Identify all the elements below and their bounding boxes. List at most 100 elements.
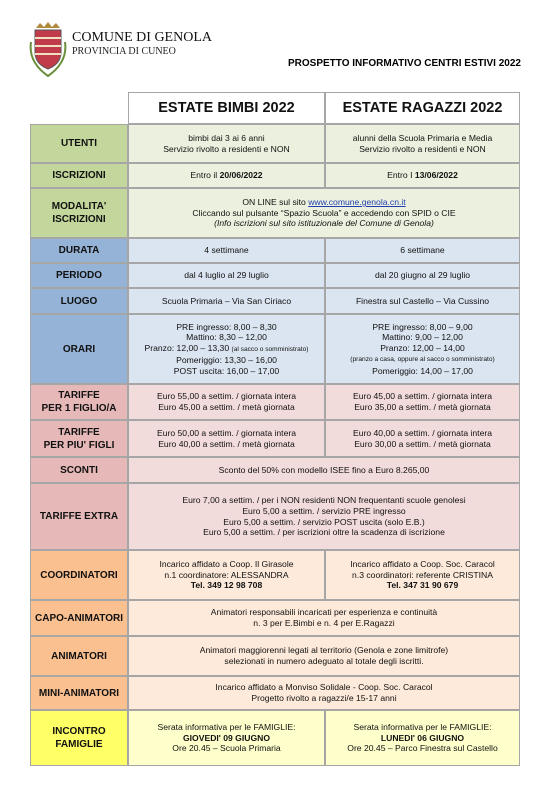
row-label: TARIFFE PER 1 FIGLIO/A (30, 384, 128, 420)
text-run: FAMIGLIE (55, 739, 103, 750)
text-line: TARIFFE (58, 426, 99, 439)
text-run: Serata informativa per le FAMIGLIE: (353, 722, 492, 733)
row-label: ISCRIZIONI (30, 163, 128, 188)
text-line: Euro 55,00 a settim. / giornata intera (157, 391, 296, 402)
text-line: PRE ingresso: 8,00 – 8,30 (176, 322, 276, 333)
text-line: FAMIGLIE (55, 738, 102, 751)
text-run: alunni della Scuola Primaria e Media (352, 132, 493, 143)
text-run: www.comune.genola.cn.it (308, 197, 406, 208)
province: PROVINCIA DI CUNEO (72, 46, 176, 57)
table-cell: Incarico affidato a Coop. Soc. Caracol n.… (325, 550, 520, 600)
table-cell: Sconto del 50% con modello ISEE fino a E… (128, 457, 520, 483)
text-run: POST uscita: 16,00 – 17,00 (173, 365, 280, 376)
text-line: POST uscita: 16,00 – 17,00 (174, 366, 279, 377)
text-line: MINI-ANIMATORI (39, 687, 119, 700)
text-line: n. 3 per E.Bimbi e n. 4 per E.Ragazzi (253, 618, 394, 629)
row-label: TARIFFE EXTRA (30, 483, 128, 550)
text-run: Euro 45,00 a settim. / metà giornata (158, 402, 295, 412)
text-line: 4 settimane (204, 245, 248, 256)
table-cell: Serata informativa per le FAMIGLIE: GIOVE… (128, 710, 325, 766)
text-run: Euro 7,00 a settim. / per i NON resident… (182, 495, 466, 506)
text-line: dal 4 luglio al 29 luglio (184, 270, 269, 281)
text-line: alunni della Scuola Primaria e Media (353, 133, 493, 144)
text-line: n.3 coordinatori: referente CRISTINA (352, 570, 493, 581)
text-line: Euro 45,00 a settim. / giornata intera (353, 391, 492, 402)
text-run: Servizio rivolto a residenti e NON (359, 143, 486, 154)
text-run: n.3 coordinatori: referente CRISTINA (352, 569, 493, 580)
table-cell: Euro 45,00 a settim. / giornata intera Eu… (325, 384, 520, 420)
text-line: Entro il 20/06/2022 (190, 170, 262, 181)
table-cell: Euro 50,00 a settim. / giornata intera Eu… (128, 420, 325, 457)
text-run: TARIFFE EXTRA (39, 511, 119, 522)
text-line: DURATA (59, 244, 100, 257)
text-run: (al sacco o somministrato) (231, 345, 309, 353)
text-run: (Info iscrizioni sul sito istituzionale … (214, 218, 434, 229)
table-cell: ON LINE sul sito www.comune.genola.cn.it… (128, 188, 520, 238)
text-run: Incarico affidato a Monviso Solidale - C… (215, 682, 433, 693)
table-cell: Animatori maggiorenni legati al territor… (128, 636, 520, 676)
text-line: TARIFFE EXTRA (40, 510, 118, 523)
text-run: Animatori responsabili incaricati per es… (210, 607, 438, 618)
text-run: DURATA (58, 245, 100, 256)
text-run: 6 settimane (400, 245, 445, 256)
row-label: ANIMATORI (30, 636, 128, 676)
text-run: Euro 45,00 a settim. / giornata intera (352, 391, 492, 402)
text-line: Servizio rivolto a residenti e NON (359, 144, 486, 155)
text-line: Incarico affidato a Monviso Solidale - C… (215, 682, 432, 693)
document-title: PROSPETTO INFORMATIVO CENTRI ESTIVI 2022 (287, 58, 521, 69)
text-run: UTENTI (60, 138, 98, 149)
text-run: dal 20 giugno al 29 luglio (374, 270, 471, 281)
text-line: ISCRIZIONI (52, 213, 105, 226)
text-line: Pranzo: 12,00 – 13,30 (al sacco o sommin… (145, 343, 309, 356)
text-line: PRE ingresso: 8,00 – 9,00 (372, 322, 472, 333)
text-run: MINI-ANIMATORI (38, 687, 120, 699)
text-line: ORARI (63, 343, 95, 356)
row-label: COORDINATORI (30, 550, 128, 600)
text-run: Cliccando sul pulsante “Spazio Scuola” e… (192, 207, 456, 218)
text-run: PRE ingresso: 8,00 – 9,00 (372, 321, 473, 332)
row-label: MODALITA' ISCRIZIONI (30, 188, 128, 238)
text-run: 4 settimane (204, 245, 249, 256)
text-run: ISCRIZIONI (52, 170, 106, 181)
table-cell: Serata informativa per le FAMIGLIE: LUNED… (325, 710, 520, 766)
text-run: Euro 50,00 a settim. / giornata intera (156, 427, 296, 438)
table-cell: Scuola Primaria – Via San Ciriaco (128, 288, 325, 314)
text-line: Mattino: 9,00 – 12,00 (382, 332, 463, 343)
text-run: selezionati in numero adeguato al totale… (224, 656, 424, 666)
row-label: LUOGO (30, 288, 128, 314)
text-line: Euro 45,00 a settim. / metà giornata (158, 402, 295, 413)
text-line: UTENTI (61, 137, 97, 150)
row-label: MINI-ANIMATORI (30, 676, 128, 710)
row-label: DURATA (30, 238, 128, 263)
text-line: LUNEDI' 06 GIUGNO (381, 733, 464, 744)
text-run: TARIFFE (58, 426, 100, 438)
text-run: ORARI (62, 343, 96, 355)
text-run: ANIMATORI (51, 650, 107, 662)
text-run: Scuola Primaria – Via San Ciriaco (161, 295, 292, 306)
table-cell: Incarico affidato a Monviso Solidale - C… (128, 676, 520, 710)
text-run: LUNEDI' 06 GIUGNO (380, 732, 465, 743)
text-run: Servizio rivolto a residenti e NON (163, 143, 290, 154)
table-cell: Euro 40,00 a settim. / giornata intera Eu… (325, 420, 520, 457)
text-line: (pranzo a casa, oppure al sacco o sommin… (350, 353, 494, 366)
column-header: ESTATE BIMBI 2022 (128, 92, 325, 124)
text-run: PRE ingresso: 8,00 – 8,30 (176, 321, 277, 332)
text-line: Incarico affidato a Coop. Il Girasole (159, 559, 293, 570)
text-run: Incarico affidato a Coop. Soc. Caracol (350, 559, 495, 570)
text-line: selezionati in numero adeguato al totale… (224, 656, 423, 667)
text-run: GIOVEDI' 09 GIUGNO (182, 732, 271, 743)
table-cell: bimbi dai 3 ai 6 anni Servizio rivolto a … (128, 124, 325, 163)
text-line: Animatori maggiorenni legati al territor… (200, 645, 448, 656)
text-run: Serata informativa per le FAMIGLIE: (157, 722, 296, 733)
table-cell: alunni della Scuola Primaria e Media Serv… (325, 124, 520, 163)
text-run: Euro 40,00 a settim. / giornata intera (352, 427, 492, 438)
table-cell: Finestra sul Castello – Via Cussino (325, 288, 520, 314)
text-run: Euro 30,00 a settim. / metà giornata (354, 438, 491, 449)
text-line: LUOGO (61, 295, 98, 308)
text-line: bimbi dai 3 ai 6 anni (188, 133, 264, 144)
row-label: ORARI (30, 314, 128, 384)
text-line: Progetto rivolto a ragazzi/e 15-17 anni (251, 693, 396, 704)
text-run: Entro I (387, 170, 415, 181)
text-line: PER PIU' FIGLI (44, 439, 115, 452)
text-run: Incarico affidato a Coop. Il Girasole (159, 559, 294, 570)
